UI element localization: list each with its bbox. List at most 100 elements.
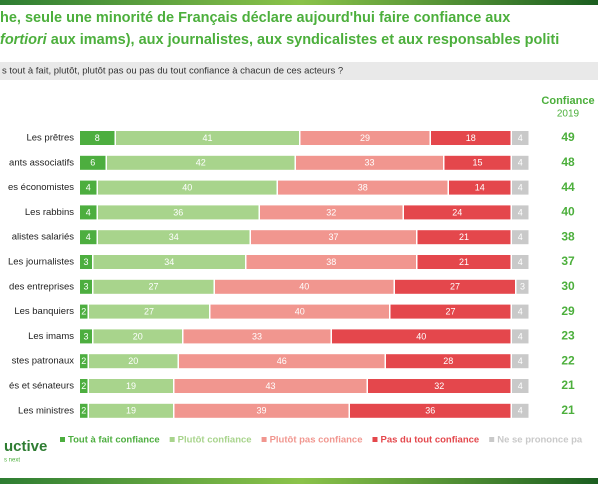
value-label: 3 xyxy=(83,257,88,267)
value-label: 41 xyxy=(202,133,212,143)
score: 44 xyxy=(561,180,575,194)
value-label: 24 xyxy=(452,207,462,217)
value-label: 4 xyxy=(518,306,523,316)
value-label: 36 xyxy=(425,406,435,416)
value-label: 4 xyxy=(518,406,523,416)
bar-segment xyxy=(80,205,97,220)
bar-segment xyxy=(89,304,209,319)
score: 30 xyxy=(561,279,575,293)
bar-segment xyxy=(98,180,277,195)
bar-segment xyxy=(80,279,92,294)
score: 49 xyxy=(561,130,575,144)
value-label: 18 xyxy=(466,133,476,143)
bar-segment xyxy=(246,255,416,269)
bar-segment xyxy=(512,255,529,269)
title: fortiori aux imams), aux journalistes, a… xyxy=(0,32,559,48)
question: s tout à fait, plutôt, plutôt pas ou pas… xyxy=(2,66,343,77)
bar-segment xyxy=(80,403,88,418)
bar-segment xyxy=(80,255,92,269)
bottom-stripe xyxy=(0,478,598,484)
bar-segment xyxy=(417,230,511,245)
bar-segment xyxy=(116,131,299,145)
bar-segment xyxy=(89,379,173,393)
bar-segment xyxy=(512,403,529,418)
bar-segment xyxy=(350,403,511,418)
value-label: 2 xyxy=(81,381,86,391)
value-label: 32 xyxy=(434,381,444,391)
bar-segment xyxy=(512,329,529,344)
bar-segment xyxy=(395,279,515,294)
value-label: 2 xyxy=(81,306,86,316)
bar-segment xyxy=(386,354,511,369)
bar-segment xyxy=(179,354,385,369)
value-label: 6 xyxy=(90,158,95,168)
bar-segment xyxy=(174,403,349,418)
value-label: 39 xyxy=(256,406,266,416)
value-label: 4 xyxy=(86,232,91,242)
value-label: 3 xyxy=(83,282,88,292)
value-label: 4 xyxy=(518,257,523,267)
bar-segment xyxy=(80,304,88,319)
score: 22 xyxy=(561,353,575,367)
category-label: des entreprises xyxy=(9,281,74,292)
value-label: 8 xyxy=(95,133,100,143)
bar-segment xyxy=(107,155,295,170)
logo-sub: s next xyxy=(4,458,20,464)
legend-label: Pas du tout confiance xyxy=(380,435,479,446)
score: 21 xyxy=(561,378,575,392)
category-label: Les prêtres xyxy=(26,133,74,144)
value-label: 3 xyxy=(83,331,88,341)
category-label: Les journalistes xyxy=(8,257,74,268)
value-label: 21 xyxy=(459,257,469,267)
bar-segment xyxy=(93,255,245,269)
value-label: 34 xyxy=(164,257,174,267)
bar-segment xyxy=(512,304,529,319)
category-label: alistes salariés xyxy=(12,232,75,243)
value-label: 4 xyxy=(518,133,523,143)
bar-segment xyxy=(512,379,529,393)
value-label: 28 xyxy=(443,356,453,366)
value-label: 21 xyxy=(459,232,469,242)
value-label: 4 xyxy=(518,331,523,341)
top-stripe xyxy=(0,0,598,5)
bar-segment xyxy=(251,230,416,245)
value-label: 14 xyxy=(475,182,485,192)
bar-segment xyxy=(404,205,511,220)
value-label: 34 xyxy=(169,232,179,242)
bar-segment xyxy=(512,180,529,195)
bar-segment xyxy=(260,205,403,220)
bar-segment xyxy=(512,230,529,245)
bar-segment xyxy=(449,180,511,195)
value-label: 27 xyxy=(144,306,154,316)
bar-segment xyxy=(296,155,443,170)
bar-segment xyxy=(80,180,97,195)
category-label: Les rabbins xyxy=(25,207,74,218)
score: 38 xyxy=(561,229,575,243)
value-label: 4 xyxy=(86,207,91,217)
value-label: 43 xyxy=(265,381,275,391)
category-label: és et sénateurs xyxy=(9,381,74,392)
bar-segment xyxy=(512,354,529,369)
bar-segment xyxy=(215,279,394,294)
value-label: 4 xyxy=(518,158,523,168)
title: he, seule une minorité de Français décla… xyxy=(0,10,510,26)
value-label: 29 xyxy=(360,133,370,143)
bar-segment xyxy=(300,131,430,145)
category-label: ants associatifs xyxy=(9,157,74,168)
score: 21 xyxy=(561,403,575,417)
value-label: 20 xyxy=(133,331,143,341)
bar-segment xyxy=(89,354,178,369)
bar-segment xyxy=(417,255,511,269)
bar-segment xyxy=(210,304,389,319)
score-year: 2019 xyxy=(557,109,580,120)
bar-segment xyxy=(183,329,331,344)
category-label: Les ministres xyxy=(18,405,74,416)
value-label: 20 xyxy=(128,356,138,366)
bar-segment xyxy=(93,329,182,344)
value-label: 4 xyxy=(518,381,523,391)
bar-segment xyxy=(512,205,529,220)
bar-segment xyxy=(98,205,259,220)
legend-label: Plutôt confiance xyxy=(178,435,252,446)
value-label: 40 xyxy=(416,331,426,341)
